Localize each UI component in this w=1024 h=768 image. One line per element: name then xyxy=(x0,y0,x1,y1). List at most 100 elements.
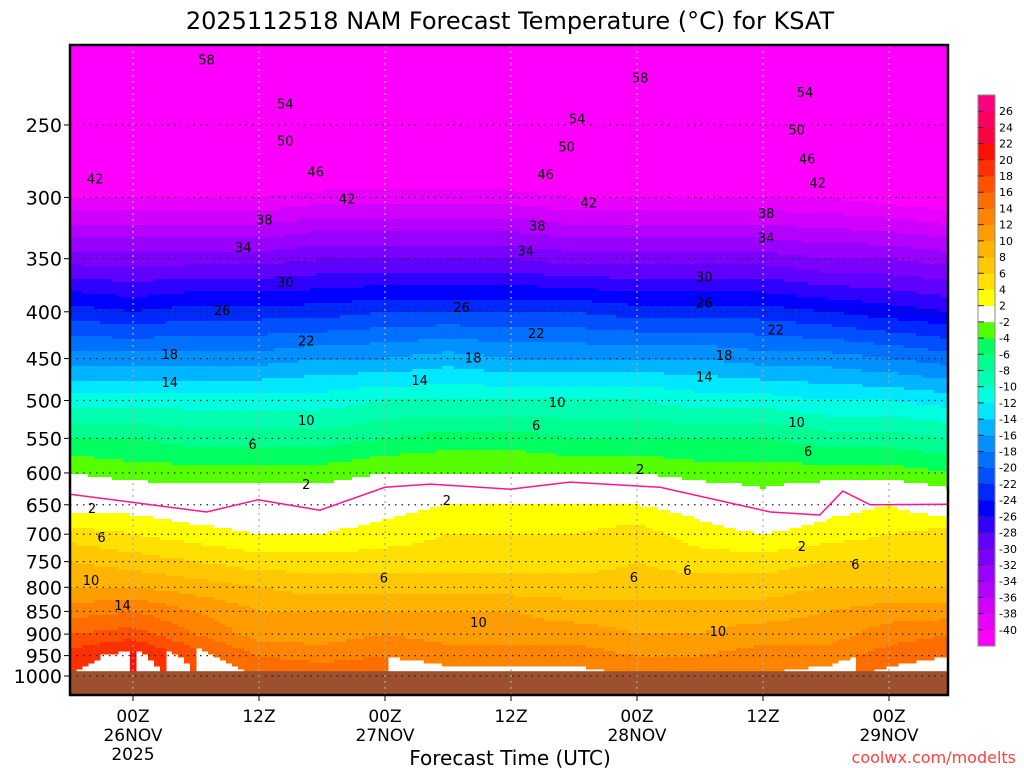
temp-band xyxy=(298,552,305,574)
temp-band xyxy=(88,210,95,226)
temp-band xyxy=(106,438,113,460)
temp-band xyxy=(388,219,395,232)
temp-band xyxy=(670,600,677,634)
temp-band xyxy=(772,408,779,427)
temp-band xyxy=(904,360,911,376)
temp-band xyxy=(796,324,803,337)
temp-band xyxy=(298,306,305,319)
temp-band xyxy=(484,45,491,190)
temp-band xyxy=(424,594,431,613)
temp-band xyxy=(520,534,527,574)
temp-band xyxy=(334,204,341,220)
temp-band xyxy=(790,282,797,295)
temp-band xyxy=(418,285,425,301)
temp-band xyxy=(646,402,653,421)
temp-band xyxy=(280,393,287,412)
temp-band xyxy=(778,255,785,268)
temp-band xyxy=(448,432,455,451)
temp-band xyxy=(706,462,713,484)
colorbar-swatch xyxy=(978,597,995,614)
temp-band xyxy=(328,390,335,409)
temp-band xyxy=(868,399,875,418)
temp-band xyxy=(748,408,755,424)
temp-band xyxy=(142,615,149,631)
temp-band xyxy=(736,648,743,676)
temp-band xyxy=(466,258,473,274)
temp-band xyxy=(418,573,425,595)
temp-band xyxy=(106,45,113,199)
temp-band xyxy=(286,552,293,574)
temp-band xyxy=(502,273,509,286)
temp-band xyxy=(664,375,671,391)
temp-band xyxy=(214,483,221,529)
temp-band xyxy=(814,312,821,325)
temp-band xyxy=(100,630,107,643)
temp-band xyxy=(460,246,467,259)
temp-band xyxy=(160,336,167,352)
temp-band xyxy=(820,339,827,352)
temp-band xyxy=(904,234,911,247)
temp-band xyxy=(580,456,587,475)
temp-band xyxy=(298,465,305,484)
contour-label: 6 xyxy=(380,572,388,587)
temp-band xyxy=(688,225,695,238)
temp-band xyxy=(298,660,305,676)
temp-band xyxy=(448,273,455,286)
temp-band xyxy=(730,552,737,574)
temp-band xyxy=(664,210,671,226)
temp-band xyxy=(718,264,725,280)
temp-band xyxy=(454,189,461,205)
temp-band xyxy=(646,420,653,439)
temp-band xyxy=(844,327,851,343)
temp-band xyxy=(376,219,383,232)
temp-band xyxy=(490,189,497,205)
temp-band xyxy=(196,45,203,199)
temp-band xyxy=(280,318,287,334)
temp-band xyxy=(328,45,335,190)
temp-band xyxy=(688,252,695,265)
temp-band xyxy=(106,366,113,382)
temp-band xyxy=(874,561,881,589)
temp-band xyxy=(502,219,509,232)
temp-band xyxy=(322,189,329,205)
temp-band xyxy=(544,645,551,667)
temp-band xyxy=(820,588,827,613)
credit-link[interactable]: coolwx.com/modelts xyxy=(852,748,1016,767)
temp-band xyxy=(304,345,311,361)
temp-band xyxy=(928,561,935,589)
temp-band xyxy=(406,189,413,205)
temp-band xyxy=(94,477,101,514)
temp-band xyxy=(334,375,341,391)
temp-band xyxy=(466,300,473,313)
temp-band xyxy=(112,381,119,394)
temp-band xyxy=(142,516,149,538)
temp-band xyxy=(796,483,803,529)
temp-band xyxy=(550,327,557,343)
temp-band xyxy=(796,198,803,214)
temp-band xyxy=(484,231,491,247)
temp-band xyxy=(292,393,299,412)
temp-band xyxy=(214,252,221,265)
temp-band xyxy=(922,561,929,589)
temp-band xyxy=(190,45,197,199)
temp-band xyxy=(502,645,509,667)
temp-band xyxy=(178,321,185,337)
temp-band xyxy=(226,627,233,646)
temp-band xyxy=(844,354,851,370)
temp-band xyxy=(196,525,203,544)
temp-band xyxy=(514,219,521,232)
temp-band xyxy=(550,372,557,388)
temp-band xyxy=(280,348,287,364)
temp-band xyxy=(634,252,641,265)
temp-band xyxy=(214,225,221,238)
temp-band xyxy=(592,303,599,316)
temp-band xyxy=(364,219,371,232)
temp-band xyxy=(214,291,221,307)
temp-band xyxy=(574,288,581,301)
temp-band xyxy=(886,603,893,625)
temp-band xyxy=(508,399,515,418)
temp-band xyxy=(658,405,665,421)
colorbar-label: -34 xyxy=(999,575,1017,588)
temp-band xyxy=(814,339,821,352)
y-tick-label: 800 xyxy=(26,577,62,599)
